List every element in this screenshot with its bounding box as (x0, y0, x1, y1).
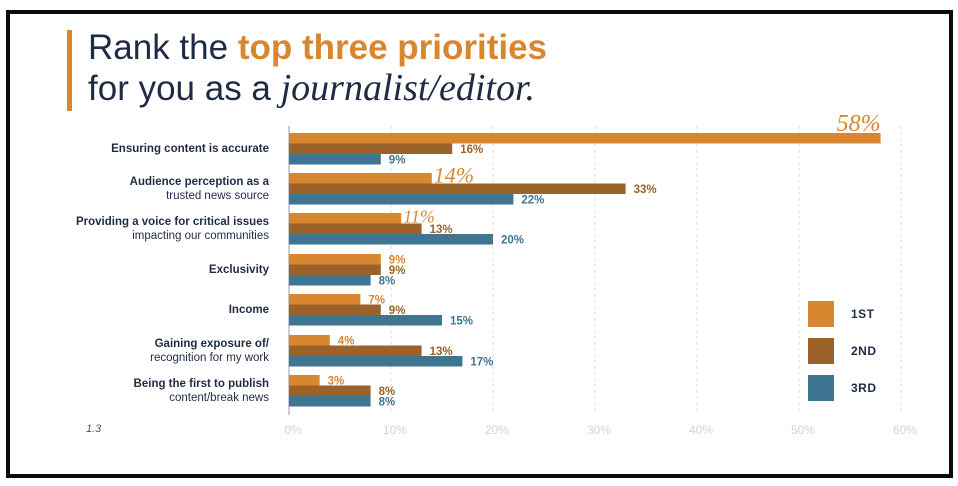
bar-1st-5 (289, 335, 330, 346)
legend-label-2nd: 2ND (851, 344, 877, 358)
category-label-line2: content/break news (169, 391, 269, 404)
x-tick-label: 30% (587, 423, 611, 437)
data-label-3rd-4: 15% (450, 316, 473, 328)
bar-2nd-2 (289, 223, 422, 234)
data-label-1st-3: 9% (389, 255, 406, 267)
data-label-3rd-5: 17% (470, 357, 493, 369)
data-label-1st-5: 4% (338, 336, 355, 348)
bar-2nd-6 (289, 385, 371, 396)
x-tick-label: 10% (383, 423, 407, 437)
bar-3rd-3 (289, 275, 371, 286)
data-label-1st-0: 58% (837, 111, 881, 137)
x-tick-label: 60% (893, 423, 917, 437)
bar-3rd-4 (289, 315, 442, 326)
data-label-1st-2: 11% (403, 207, 435, 227)
data-label-2nd-0: 16% (460, 144, 483, 156)
legend-swatch-3rd (808, 375, 834, 401)
data-label-2nd-5: 13% (430, 346, 453, 358)
data-label-3rd-3: 8% (379, 276, 396, 288)
legend-item-2nd: 2ND (808, 338, 928, 368)
data-label-2nd-6: 8% (379, 386, 396, 398)
category-label: Being the first to publish content/break … (134, 377, 269, 405)
x-tick-label: 50% (791, 423, 815, 437)
x-tick-label: 40% (689, 423, 713, 437)
category-label: Gaining exposure of/recognition for my w… (150, 337, 269, 365)
legend-label-3rd: 3RD (851, 381, 877, 395)
category-label-line2: trusted news source (166, 189, 269, 202)
bar-1st-4 (289, 294, 361, 305)
category-label: Ensuring content is accurate (111, 142, 269, 156)
category-label: Providing a voice for critical issues imp… (76, 215, 269, 243)
title-accent-bar (67, 30, 72, 111)
data-label-2nd-3: 9% (389, 265, 406, 277)
data-label-1st-6: 3% (328, 376, 345, 388)
category-label-line1: Being the first to publish (133, 377, 269, 390)
data-label-3rd-0: 9% (389, 155, 406, 167)
chart-title: Rank the top three priorities for you as… (88, 28, 547, 109)
data-label-2nd-2: 13% (430, 224, 453, 236)
title-highlight: top three priorities (237, 28, 548, 67)
category-label: Audience perception as a trusted news sou… (130, 175, 269, 203)
bar-1st-3 (289, 254, 381, 265)
bar-1st-6 (289, 375, 320, 386)
category-label-line1: Exclusivity (208, 263, 269, 276)
bar-2nd-1 (289, 183, 626, 194)
bar-3rd-6 (289, 396, 371, 407)
data-label-2nd-4: 9% (389, 305, 406, 317)
bar-2nd-0 (289, 143, 453, 154)
category-label-line1: Ensuring content is accurate (111, 142, 269, 155)
title-line-1: Rank the top three priorities (88, 28, 547, 68)
title-italic: journalist/editor. (280, 67, 536, 109)
category-label-line1: Audience perception as a (129, 175, 269, 188)
category-label-line1: Income (228, 303, 269, 316)
category-label-line1: Gaining exposure of/ (154, 337, 269, 350)
title-prefix-2: for you as a (88, 69, 281, 108)
data-label-3rd-1: 22% (521, 195, 544, 207)
data-label-1st-1: 14% (434, 163, 474, 188)
bar-3rd-2 (289, 234, 493, 245)
data-label-1st-4: 7% (368, 295, 385, 307)
bar-1st-0 (289, 133, 881, 144)
category-label-line2: recognition for my work (150, 351, 269, 364)
bar-3rd-1 (289, 194, 514, 205)
bar-3rd-5 (289, 356, 463, 367)
bar-2nd-3 (289, 264, 381, 275)
legend-item-3rd: 3RD (808, 375, 928, 405)
category-label: Exclusivity (209, 263, 269, 277)
bar-3rd-0 (289, 154, 381, 165)
bar-1st-1 (289, 173, 432, 184)
category-label-line2: impacting our communities (132, 229, 269, 242)
bar-2nd-5 (289, 345, 422, 356)
data-label-3rd-2: 20% (501, 235, 524, 247)
category-label: Income (229, 303, 269, 317)
legend-label-1st: 1ST (851, 307, 875, 321)
legend-swatch-1st (808, 301, 834, 327)
x-tick-label: 20% (485, 423, 509, 437)
title-prefix-1: Rank the (88, 28, 238, 67)
bar-2nd-4 (289, 304, 381, 315)
legend-item-1st: 1ST (808, 301, 928, 331)
data-label-2nd-1: 33% (634, 184, 657, 196)
legend-swatch-2nd (808, 338, 834, 364)
bar-1st-2 (289, 213, 402, 224)
title-line-2: for you as a journalist/editor. (88, 68, 547, 109)
footnote: 1.3 (86, 423, 102, 435)
x-tick-label: 0% (284, 423, 302, 437)
category-label-line1: Providing a voice for critical issues (75, 215, 269, 228)
data-label-3rd-6: 8% (379, 397, 396, 409)
